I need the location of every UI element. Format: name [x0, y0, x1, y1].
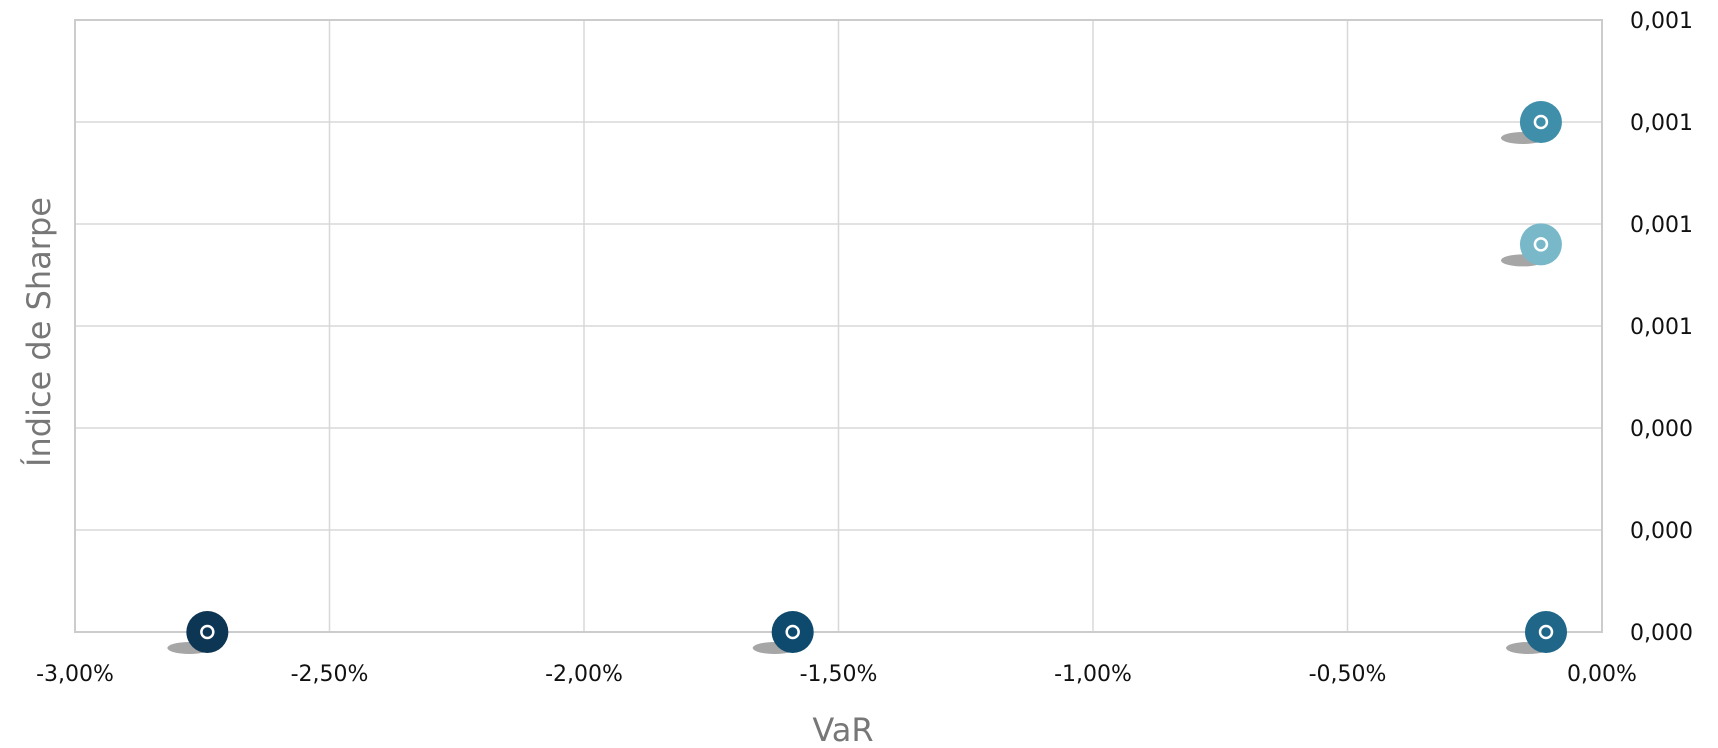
point-marker: [1519, 223, 1562, 266]
point-center-ring: [1533, 114, 1549, 130]
y-tick-label: 0,001: [1630, 111, 1693, 136]
point-center-ring: [785, 624, 800, 640]
y-tick-label: 0,000: [1630, 417, 1693, 442]
x-tick-label: -3,00%: [36, 662, 114, 687]
point-center-ring: [200, 624, 215, 640]
y-tick-label: 0,001: [1630, 213, 1693, 238]
data-point: [1506, 611, 1568, 654]
y-tick-label: 0,001: [1630, 315, 1693, 340]
y-axis-tick-labels: 0,000 0,000 0,000 0,001 0,001 0,001 0,001: [1630, 9, 1693, 646]
x-tick-label: -1,50%: [800, 662, 878, 687]
plot-area-frame: [74, 19, 1603, 633]
data-point: [167, 611, 229, 654]
grid-lines: [75, 20, 1602, 632]
x-tick-label: -2,50%: [291, 662, 369, 687]
y-tick-label: 0,000: [1630, 621, 1693, 646]
data-point: [1500, 223, 1562, 267]
x-tick-label: 0,00%: [1567, 662, 1637, 687]
y-tick-label: 0,000: [1630, 519, 1693, 544]
x-axis-tick-labels: -3,00% -2,50% -2,00% -1,50% -1,00% -0,50% 0,00…: [36, 662, 1637, 687]
data-point: [752, 611, 814, 654]
y-axis-title: Índice de Sharpe: [20, 197, 58, 467]
point-marker: [186, 611, 229, 653]
point-marker: [771, 611, 814, 653]
data-points: [167, 101, 1568, 654]
point-center-ring: [1533, 237, 1549, 252]
x-axis-title: VaR: [812, 711, 873, 748]
data-point: [1500, 101, 1562, 144]
x-tick-label: -2,00%: [545, 662, 623, 687]
x-tick-label: -1,00%: [1054, 662, 1132, 687]
point-marker: [1519, 101, 1562, 143]
x-tick-label: -0,50%: [1309, 662, 1387, 687]
point-center-ring: [1538, 624, 1554, 640]
y-tick-label: 0,001: [1630, 9, 1693, 34]
point-marker: [1525, 611, 1568, 653]
